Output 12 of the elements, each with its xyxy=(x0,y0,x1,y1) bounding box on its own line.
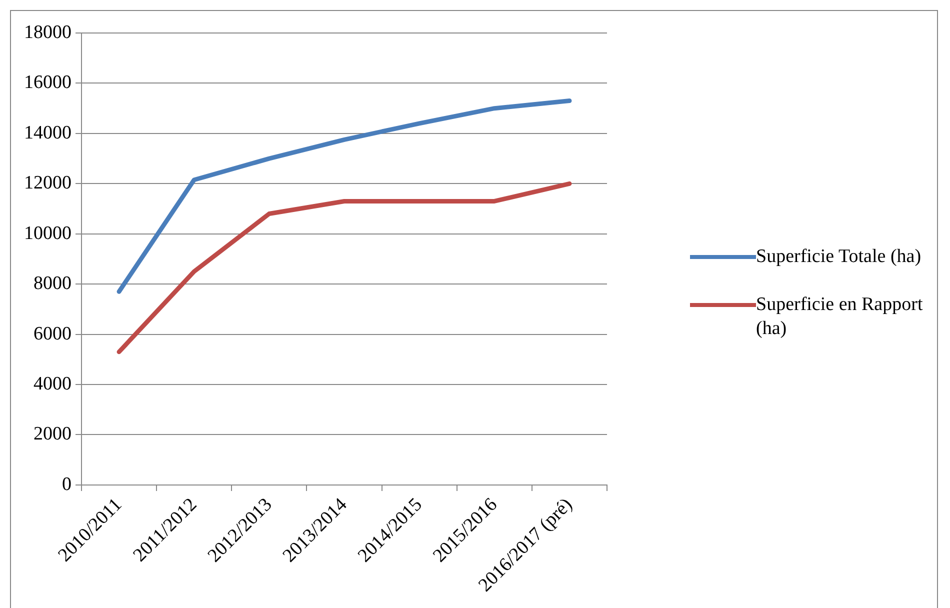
legend-label: Superficie en Rapport (ha) xyxy=(756,293,924,341)
y-tick-label: 14000 xyxy=(24,122,72,144)
y-tick-label: 0 xyxy=(62,474,72,495)
legend-label: Superficie Totale (ha) xyxy=(756,245,922,269)
y-tick-label: 16000 xyxy=(24,72,72,94)
y-tick-label: 4000 xyxy=(34,373,72,394)
y-tick-label: 12000 xyxy=(24,172,72,194)
y-tick-label: 10000 xyxy=(24,222,72,244)
y-tick-label: 8000 xyxy=(34,273,72,294)
y-tick-label: 18000 xyxy=(24,22,72,43)
y-tick-label: 2000 xyxy=(34,424,72,445)
y-tick-label: 6000 xyxy=(34,323,72,344)
